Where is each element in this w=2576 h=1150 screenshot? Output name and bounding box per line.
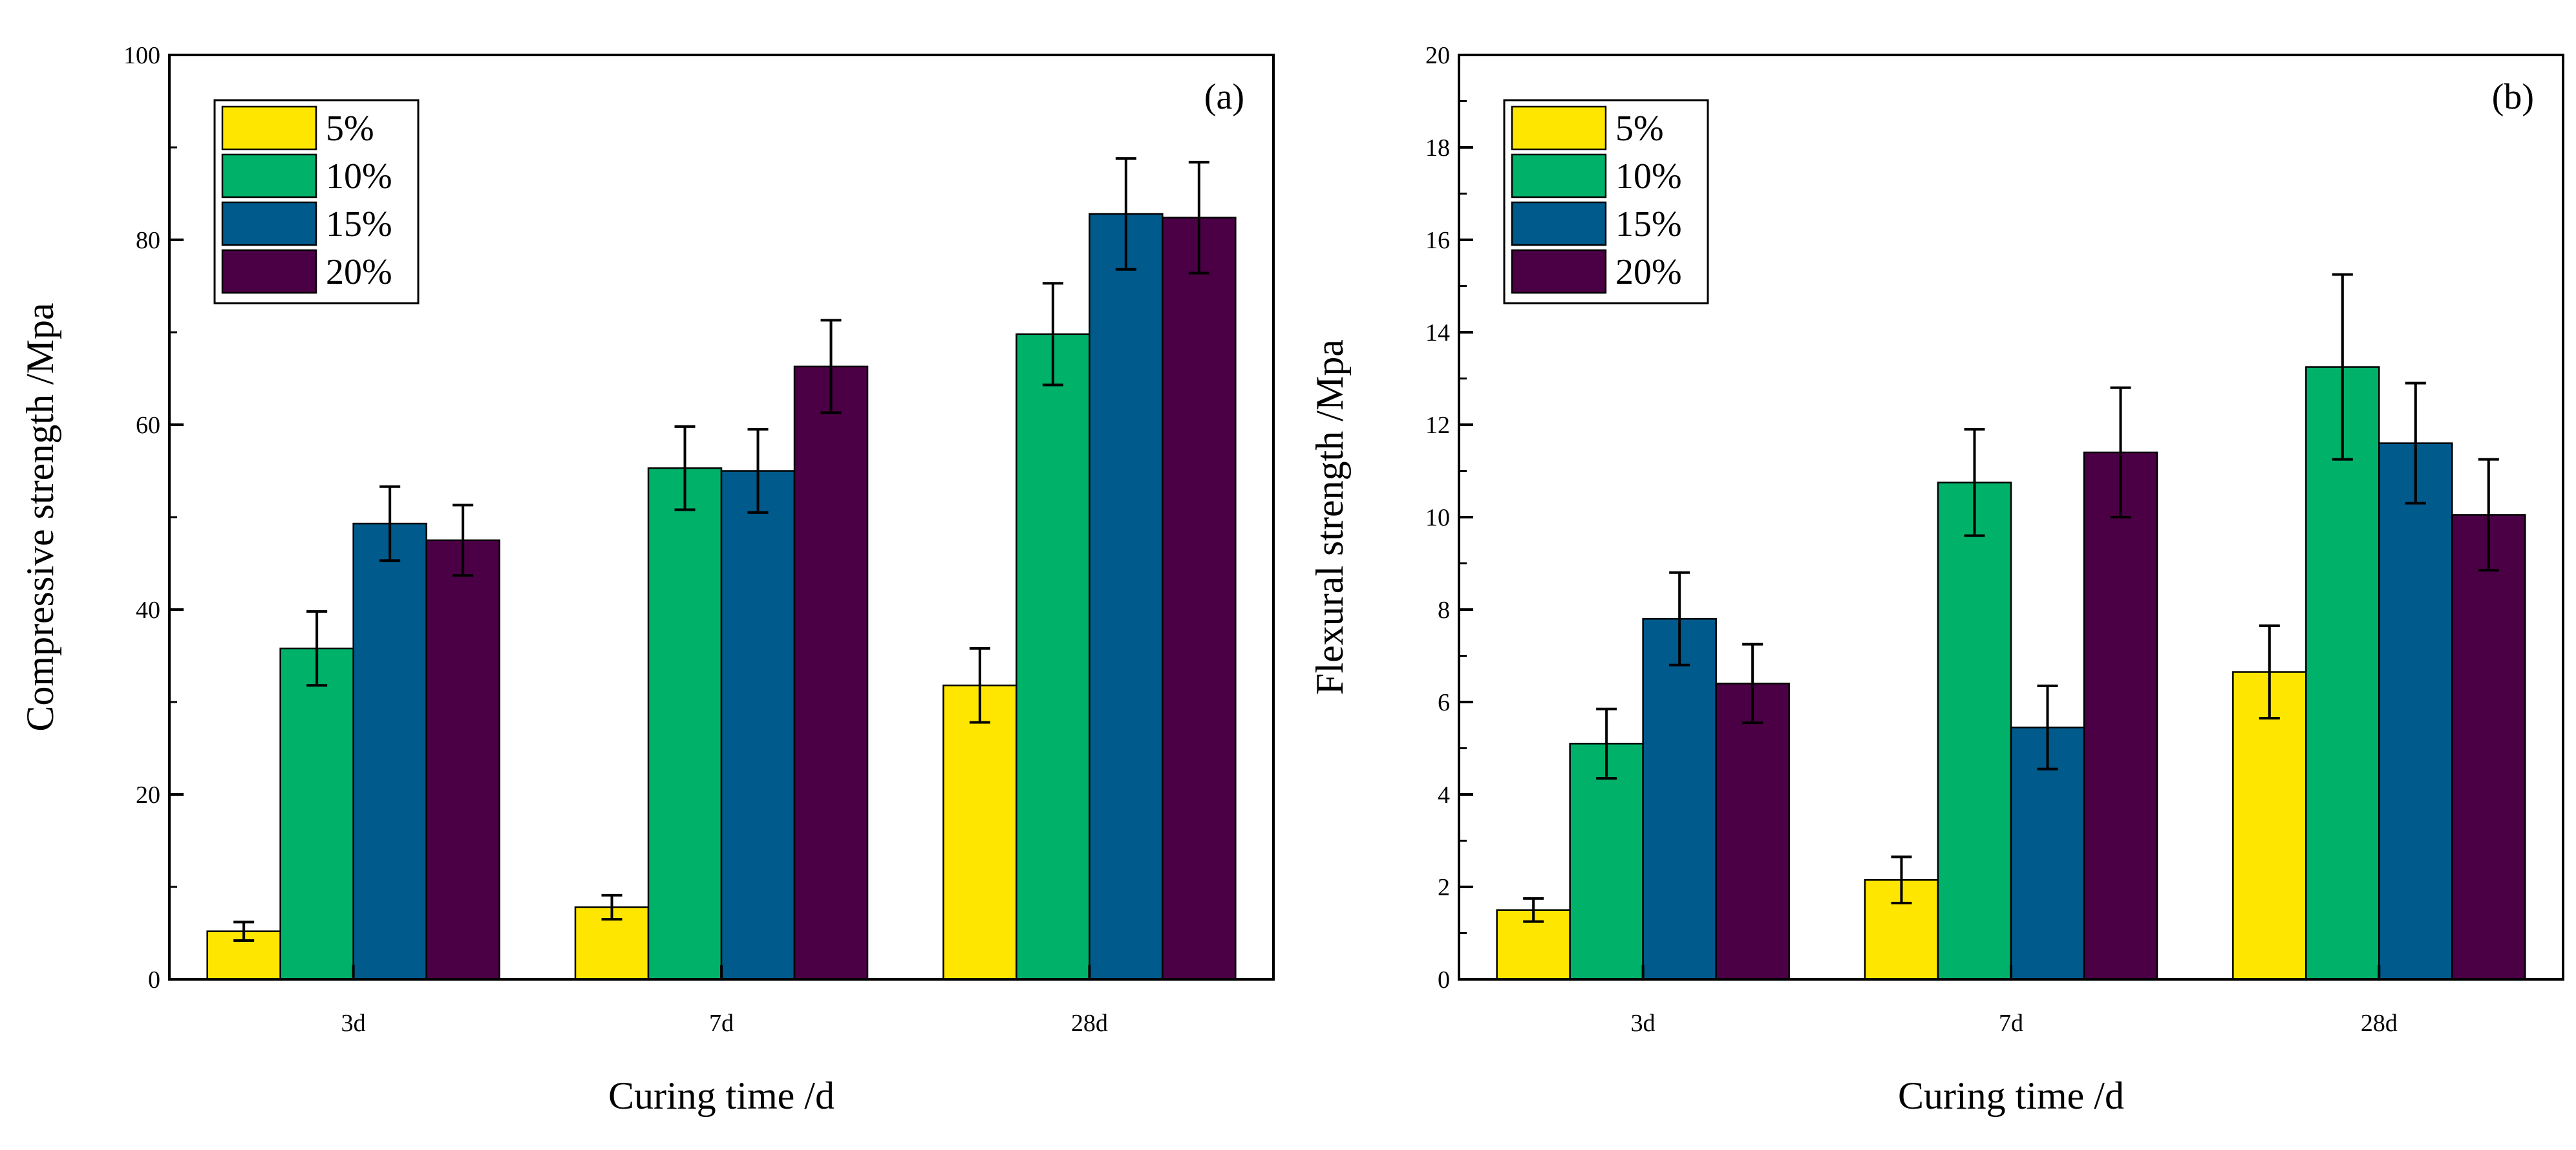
bar-7d-20pct xyxy=(793,365,869,981)
legend-swatch xyxy=(1511,105,1607,151)
y-tick-label: 16 xyxy=(1425,227,1450,254)
y-tick-label: 14 xyxy=(1425,319,1450,346)
y-tick-label: 2 xyxy=(1438,874,1450,901)
legend-label: 10% xyxy=(326,156,392,197)
legend-swatch xyxy=(221,153,317,198)
y-tick-label: 0 xyxy=(1438,966,1450,994)
x-tick-label: 3d xyxy=(341,1010,366,1037)
legend-label: 10% xyxy=(1615,156,1682,197)
bar-3d-15pct xyxy=(1642,618,1717,981)
y-tick-label: 80 xyxy=(136,227,160,254)
bar-7d-10pct xyxy=(647,467,723,981)
legend-swatch xyxy=(1511,153,1607,198)
bar-28d-10pct xyxy=(1016,333,1091,981)
bar-28d-10pct xyxy=(2305,366,2380,981)
legend-swatch xyxy=(1511,201,1607,246)
panel-label: (a) xyxy=(1204,77,1244,117)
legend-label: 15% xyxy=(1615,204,1682,244)
y-tick-label: 18 xyxy=(1425,134,1450,162)
bar-28d-5pct xyxy=(2232,671,2307,981)
bar-7d-10pct xyxy=(1937,482,2012,981)
legend-label: 15% xyxy=(326,204,392,244)
legend-swatch xyxy=(221,105,317,151)
chart-panel-a: 0 20 40 60 80 100 3d 7d 28d Curing time /d Compres… xyxy=(19,42,1275,1117)
legend-label: 20% xyxy=(1615,252,1682,292)
x-axis-title: Curing time /d xyxy=(1898,1074,2124,1117)
bar-28d-15pct xyxy=(1089,213,1164,981)
bar-28d-5pct xyxy=(942,685,1017,981)
y-tick-label: 10 xyxy=(1425,504,1450,531)
x-tick-label: 3d xyxy=(1631,1010,1655,1037)
y-tick-label: 8 xyxy=(1438,597,1450,624)
x-tick-label: 28d xyxy=(2361,1010,2398,1037)
y-tick-label: 60 xyxy=(136,412,160,439)
legend-label: 5% xyxy=(1615,109,1664,149)
bar-3d-10pct xyxy=(1569,743,1644,981)
y-tick-label: 40 xyxy=(136,597,160,624)
y-tick-label: 20 xyxy=(1425,42,1450,69)
bar-28d-15pct xyxy=(2378,442,2453,981)
chart-panel-b: 0 2 4 6 8 10 12 14 16 18 20 3d 7d 28d Curing time /d Fl… xyxy=(1308,42,2564,1117)
legend-label: 20% xyxy=(326,252,392,292)
y-tick-label: 12 xyxy=(1425,412,1450,439)
bar-28d-20pct xyxy=(1162,217,1237,981)
bar-28d-20pct xyxy=(2451,514,2526,981)
y-tick-label: 100 xyxy=(123,42,160,69)
bar-3d-10pct xyxy=(279,647,354,981)
y-axis-title: Flexural strength /Mpa xyxy=(1308,339,1351,695)
panel-label: (b) xyxy=(2492,77,2534,117)
y-axis-title: Compressive strength /Mpa xyxy=(19,303,61,731)
x-axis-title: Curing time /d xyxy=(608,1074,835,1117)
x-tick-label: 7d xyxy=(709,1010,734,1037)
legend-swatch xyxy=(221,201,317,246)
y-tick-label: 4 xyxy=(1438,782,1450,809)
x-tick-label: 7d xyxy=(1999,1010,2023,1037)
bar-3d-15pct xyxy=(352,522,427,981)
bar-7d-20pct xyxy=(2083,451,2158,981)
y-tick-label: 6 xyxy=(1438,689,1450,716)
legend-swatch xyxy=(1511,249,1607,294)
legend-label: 5% xyxy=(326,109,374,149)
y-tick-label: 20 xyxy=(136,782,160,809)
bar-7d-15pct xyxy=(720,470,796,981)
bar-3d-20pct xyxy=(425,539,500,981)
bar-3d-20pct xyxy=(1715,683,1790,981)
legend-swatch xyxy=(221,249,317,294)
y-tick-label: 0 xyxy=(148,966,160,994)
x-tick-label: 28d xyxy=(1071,1010,1108,1037)
